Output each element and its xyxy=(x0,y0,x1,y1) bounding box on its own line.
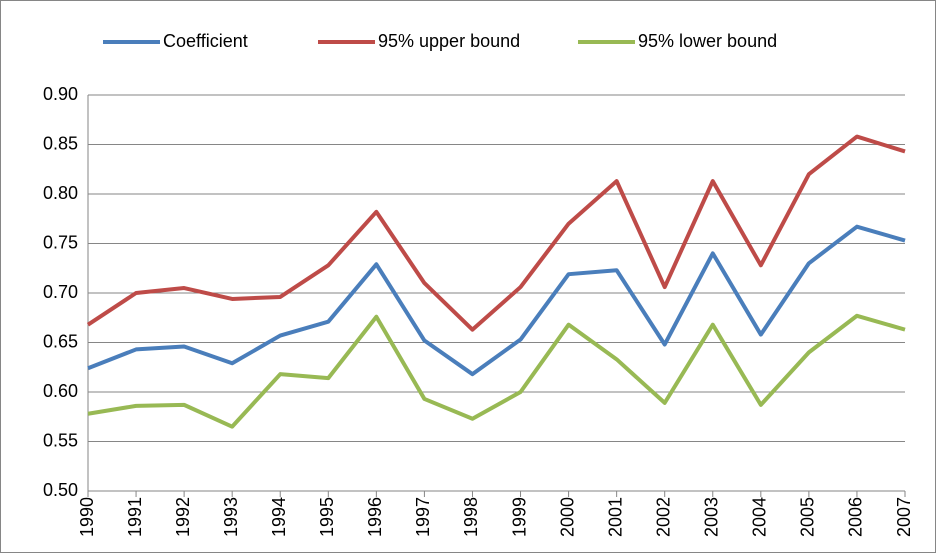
x-tick-label: 2000 xyxy=(557,497,577,537)
y-tick-label: 0.90 xyxy=(43,84,78,104)
x-tick-label: 2005 xyxy=(798,497,818,537)
x-tick-label: 1997 xyxy=(413,497,433,537)
series-line xyxy=(86,134,906,332)
x-tick-label: 2002 xyxy=(653,497,673,537)
y-tick-label: 0.75 xyxy=(43,232,78,252)
y-tick-label: 0.55 xyxy=(43,430,78,450)
x-tick-label: 2001 xyxy=(605,497,625,537)
x-tick-label: 1998 xyxy=(461,497,481,537)
y-tick-label: 0.70 xyxy=(43,282,78,302)
x-tick-label: 1991 xyxy=(125,497,145,537)
series-line xyxy=(87,224,906,377)
x-tick-label: 2007 xyxy=(894,497,914,537)
x-tick-label: 1992 xyxy=(173,497,193,537)
x-tick-label: 1999 xyxy=(509,497,529,537)
y-tick-label: 0.85 xyxy=(43,133,78,153)
x-tick-label: 1996 xyxy=(365,497,385,537)
x-tick-label: 1995 xyxy=(317,497,337,537)
legend-label: 95% lower bound xyxy=(638,31,777,51)
x-tick-label: 2003 xyxy=(702,497,722,537)
x-tick-label: 2004 xyxy=(750,497,770,537)
legend-label: 95% upper bound xyxy=(378,31,520,51)
series-line xyxy=(87,313,906,429)
y-tick-label: 0.65 xyxy=(43,331,78,351)
y-tick-label: 0.80 xyxy=(43,183,78,203)
y-tick-label: 0.50 xyxy=(43,480,78,500)
x-tick-label: 1990 xyxy=(77,497,97,537)
x-tick-label: 2006 xyxy=(846,497,866,537)
legend-label: Coefficient xyxy=(163,31,248,51)
x-tick-label: 1993 xyxy=(221,497,241,537)
x-tick-label: 1994 xyxy=(269,497,289,537)
y-tick-label: 0.60 xyxy=(43,381,78,401)
